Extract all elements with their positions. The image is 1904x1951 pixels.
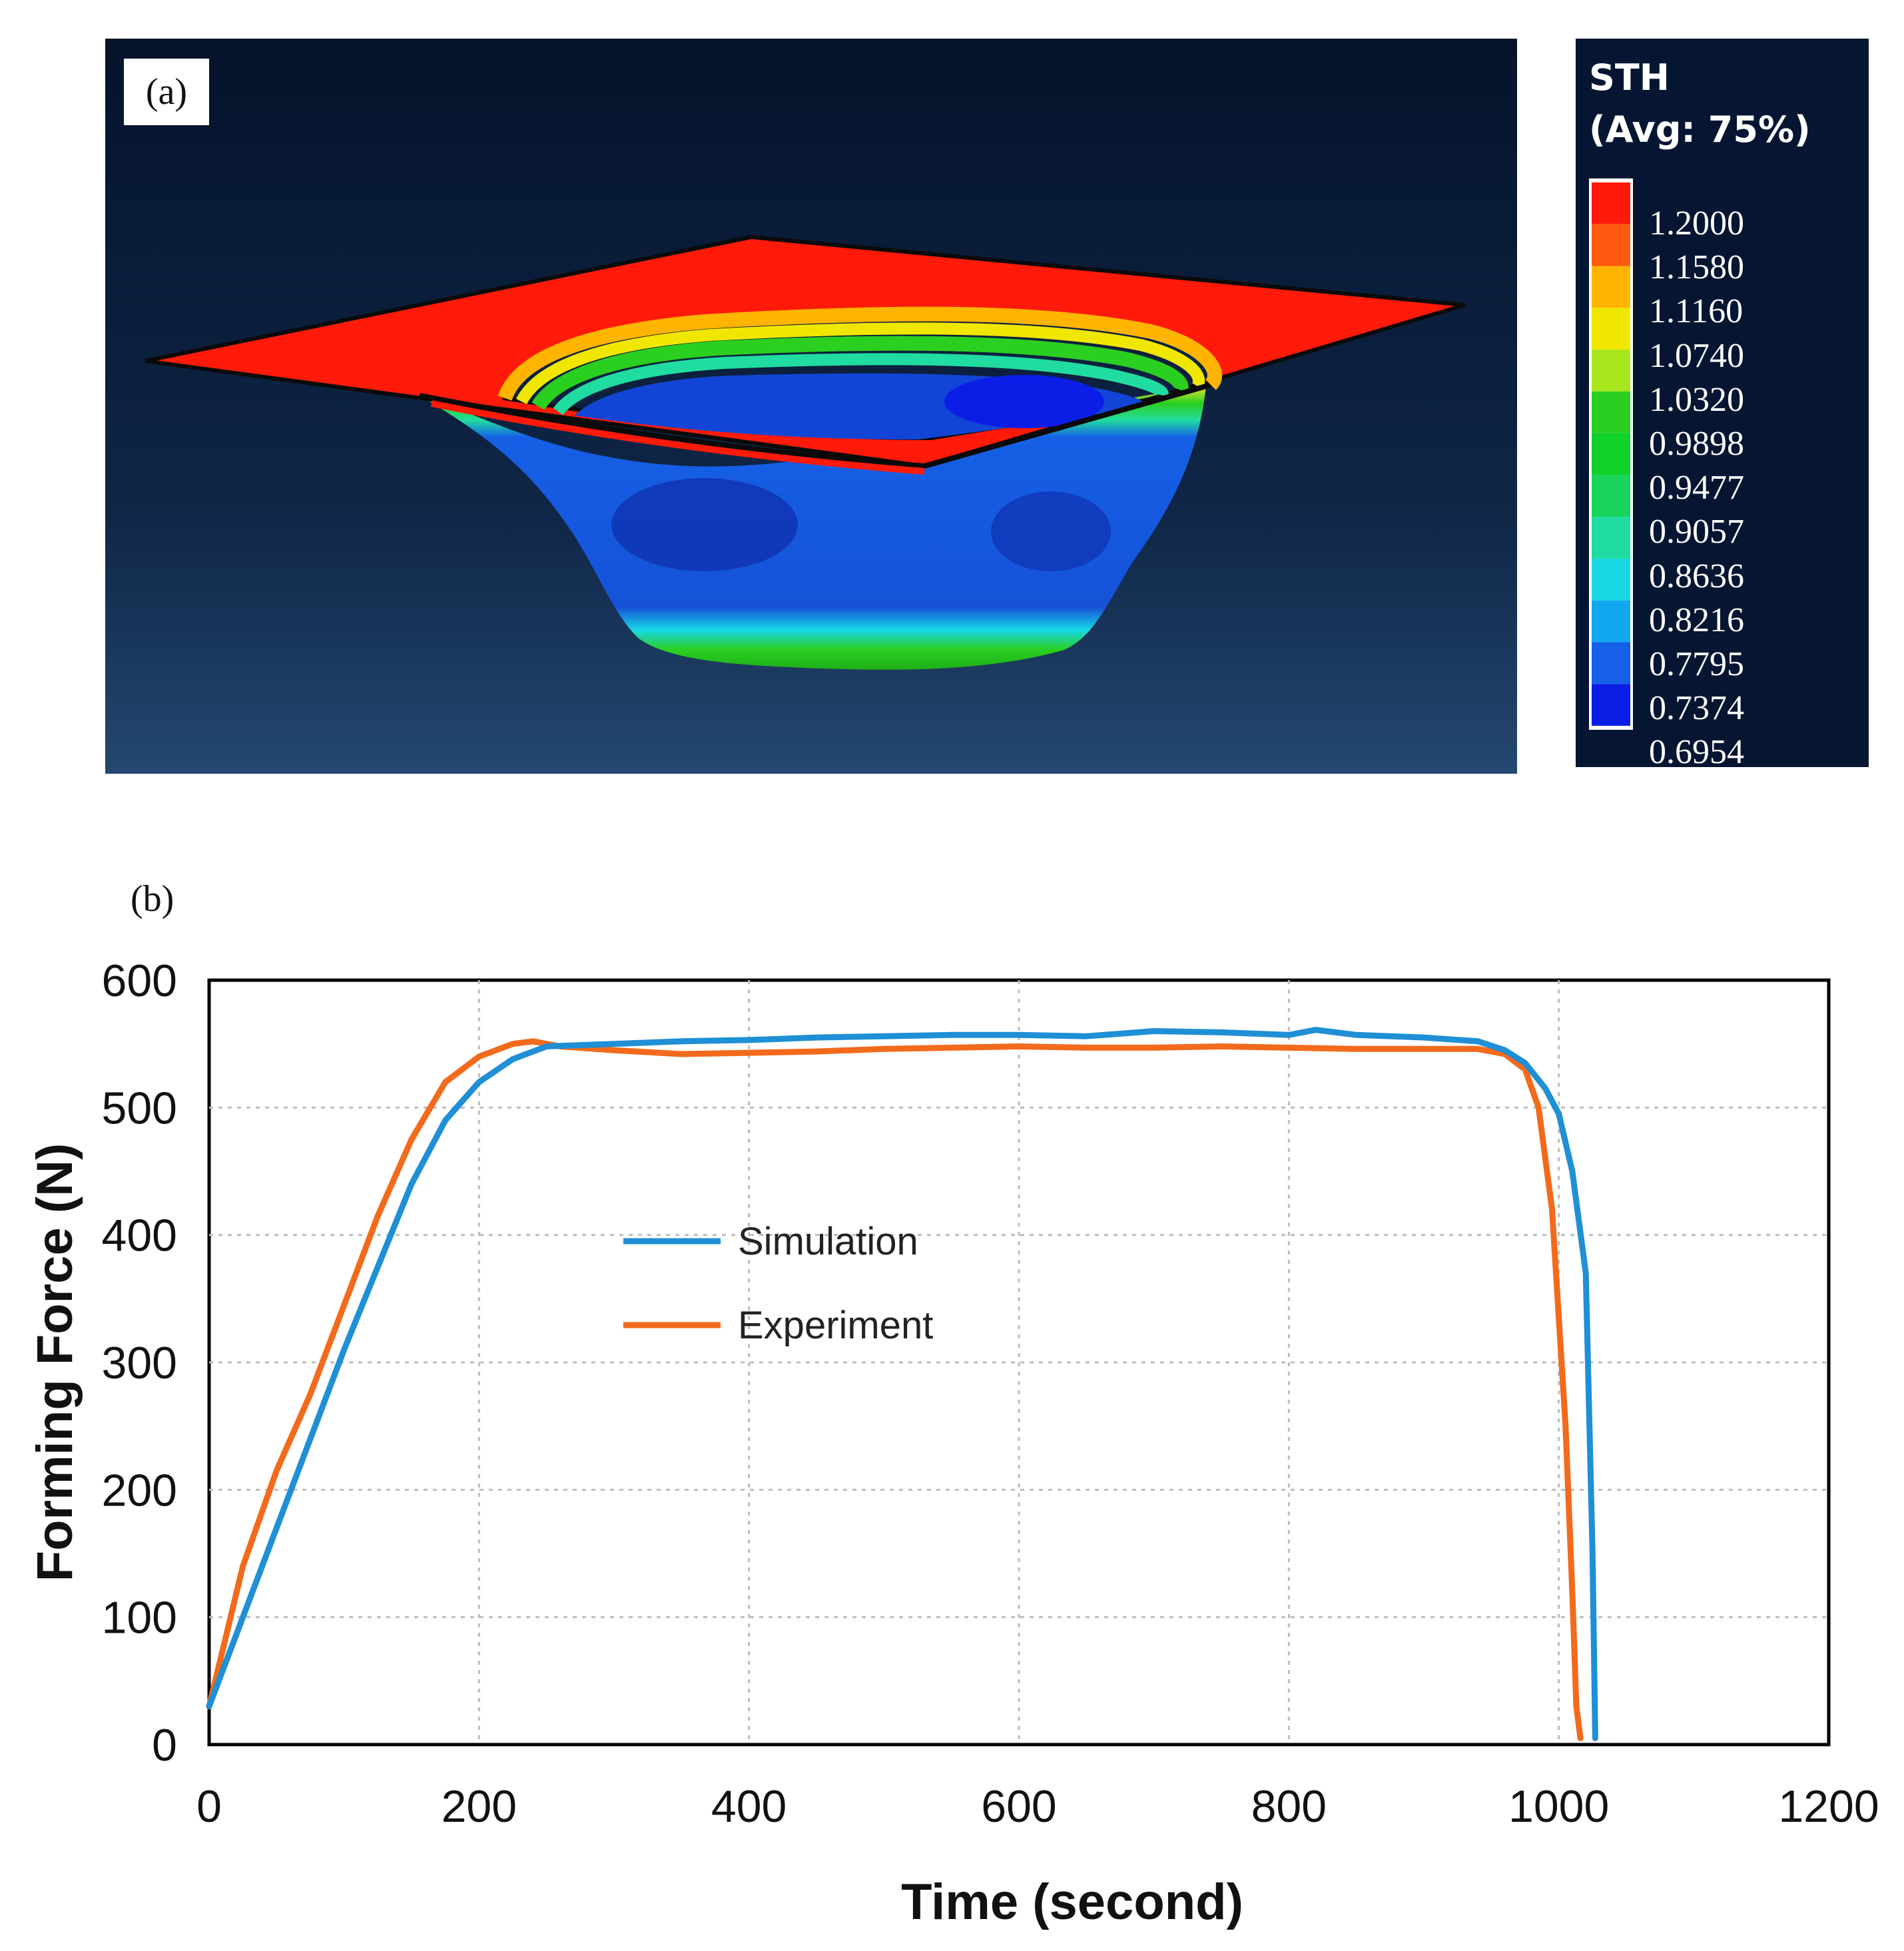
x-tick-label: 200 — [442, 1781, 517, 1832]
legend-swatch-0 — [1592, 182, 1630, 224]
legend-value-10: 0.7795 — [1649, 645, 1744, 683]
legend-swatch-8 — [1592, 517, 1630, 559]
y-tick-label: 300 — [102, 1338, 177, 1388]
legend-value-2: 1.1160 — [1649, 292, 1744, 331]
x-tick-label: 1000 — [1508, 1781, 1609, 1832]
legend-swatch-3 — [1592, 308, 1630, 350]
legend-swatch-11 — [1592, 642, 1630, 685]
x-axis-title: Time (second) — [901, 1874, 1243, 1930]
x-tick-label: 1200 — [1778, 1781, 1879, 1832]
legend-swatch-9 — [1592, 558, 1630, 601]
forming-force-chart: 0 100 200 300 400 500 600 0 200 400 600 800 1000 120… — [27, 956, 1879, 1930]
y-tick-label: 100 — [102, 1593, 177, 1643]
legend-swatch-12 — [1592, 684, 1630, 726]
panel-a-label: (a) — [124, 59, 209, 125]
series-lines — [206, 1027, 1598, 1741]
legend-value-4: 1.0320 — [1649, 380, 1744, 419]
legend-value-8: 0.8636 — [1649, 557, 1744, 595]
legend-label-experiment: Experiment — [738, 1304, 933, 1347]
x-tick-label: 600 — [981, 1781, 1056, 1832]
chart-legend: Simulation Experiment — [623, 1220, 933, 1347]
x-axis-ticks: 0 200 400 600 800 1000 1200 — [196, 1781, 1879, 1832]
y-tick-label: 400 — [102, 1211, 177, 1261]
legend-swatch-4 — [1592, 350, 1630, 392]
x-tick-label: 400 — [711, 1781, 787, 1832]
legend-swatch-1 — [1592, 224, 1630, 266]
legend-value-5: 0.9898 — [1649, 425, 1744, 463]
y-tick-label: 0 — [152, 1720, 177, 1771]
legend-value-6: 0.9477 — [1649, 469, 1744, 507]
legend-value-11: 0.7374 — [1649, 689, 1744, 728]
legend-value-0: 1.2000 — [1649, 204, 1744, 242]
color-legend — [1576, 39, 1869, 767]
legend-value-1: 1.1580 — [1649, 248, 1744, 287]
legend-value-12: 0.6954 — [1649, 733, 1744, 772]
panel-b-label: (b) — [131, 878, 174, 920]
legend-swatch-2 — [1592, 266, 1630, 308]
legend-title: STH (Avg: 75%) — [1589, 52, 1811, 156]
legend-value-9: 0.8216 — [1649, 601, 1744, 639]
y-tick-label: 600 — [102, 956, 177, 1006]
legend-title-variable: STH — [1589, 57, 1670, 99]
thickness-contour-plot — [105, 39, 1517, 774]
y-axis-title: Forming Force (N) — [27, 1143, 83, 1582]
legend-swatch-10 — [1592, 600, 1630, 643]
legend-swatch-5 — [1592, 391, 1630, 433]
x-tick-label: 800 — [1251, 1781, 1327, 1832]
y-tick-label: 500 — [102, 1083, 177, 1133]
legend-swatch-7 — [1592, 475, 1630, 517]
x-tick-label: 0 — [196, 1781, 222, 1832]
y-axis-ticks: 0 100 200 300 400 500 600 — [102, 956, 177, 1771]
legend-swatch-6 — [1592, 433, 1630, 475]
y-tick-label: 200 — [102, 1465, 177, 1516]
legend-label-simulation: Simulation — [738, 1220, 918, 1263]
series-line-experiment — [206, 1038, 1584, 1741]
cup-wall — [420, 386, 1206, 670]
legend-title-average: (Avg: 75%) — [1589, 109, 1811, 150]
legend-value-3: 1.0740 — [1649, 336, 1744, 375]
series-line-simulation — [206, 1027, 1598, 1741]
legend-value-7: 0.9057 — [1649, 513, 1744, 551]
